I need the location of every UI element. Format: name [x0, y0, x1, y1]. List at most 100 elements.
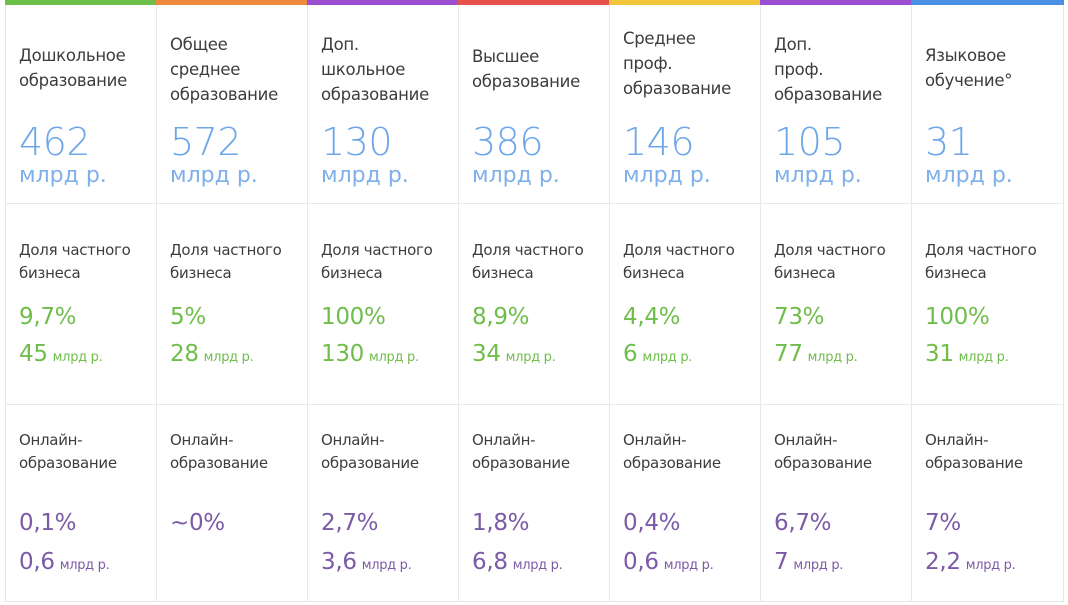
label-line: Доля частного [925, 241, 1037, 259]
label-line: Доля частного [472, 241, 584, 259]
online-amount-value: 6,8 [472, 549, 508, 575]
online-share-cell: Онлайн-образование 7% 2,2 млрд р. [912, 405, 1063, 602]
label-line: Доля частного [623, 241, 735, 259]
private-share-amount: 28 млрд р. [170, 340, 254, 372]
market-volume-value: 130 [321, 120, 393, 164]
segment-title-line: Общее [170, 35, 228, 54]
online-share-percent: 0,4% [623, 510, 681, 536]
online-amount-unit: млрд р. [361, 558, 412, 573]
online-share-amount: 0,6 млрд р. [19, 548, 110, 580]
online-share-amount: 7 млрд р. [774, 548, 843, 580]
private-share-cell: Доля частного бизнеса 73% 77 млрд р. [761, 204, 912, 405]
online-share-percent: 0,1% [19, 510, 77, 536]
private-amount-unit: млрд р. [642, 350, 693, 365]
segment-color-bar [156, 0, 308, 5]
private-share-label: Доля частного бизнеса [321, 239, 433, 284]
segment-header-cell: Дошкольное образование 462 млрд р. [5, 0, 157, 204]
private-share-amount: 6 млрд р. [623, 340, 692, 372]
online-share-label: Онлайн-образование [19, 429, 117, 474]
segment-title-line: Дошкольное [19, 46, 126, 65]
online-share-cell: Онлайн-образование 2,7% 3,6 млрд р. [308, 405, 459, 602]
segment-title-line: среднее [170, 60, 241, 79]
online-share-amount: 3,6 млрд р. [321, 548, 412, 580]
segment-title-line: Языковое [925, 46, 1006, 65]
market-volume-value: 572 [170, 120, 242, 164]
private-share-amount: 45 млрд р. [19, 340, 103, 372]
private-amount-value: 6 [623, 341, 638, 367]
online-amount-value: 7 [774, 549, 789, 575]
private-amount-unit: млрд р. [505, 350, 556, 365]
market-volume-unit: млрд р. [774, 163, 862, 188]
label-line: Онлайн- [321, 431, 385, 449]
label-line: бизнеса [623, 263, 685, 282]
private-share-percent: 100% [321, 304, 386, 330]
segment-color-bar [609, 0, 761, 5]
online-share-cell: Онлайн-образование 1,8% 6,8 млрд р. [459, 405, 610, 602]
private-share-amount: 130 млрд р. [321, 340, 419, 372]
segment-header-cell: Общее среднее образование 572 млрд р. [156, 0, 308, 204]
private-amount-value: 28 [170, 341, 199, 367]
label-line: образование [472, 453, 570, 472]
online-share-percent: 1,8% [472, 510, 530, 536]
private-share-label: Доля частного бизнеса [623, 239, 735, 284]
private-amount-value: 130 [321, 341, 364, 367]
online-amount-unit: млрд р. [965, 558, 1016, 573]
label-line: Онлайн- [623, 431, 687, 449]
market-volume-unit: млрд р. [321, 163, 409, 188]
segment-title-line: Среднее [623, 29, 696, 48]
label-line: Доля частного [321, 241, 433, 259]
private-share-cell: Доля частного бизнеса 4,4% 6 млрд р. [610, 204, 761, 405]
segment-title: Дошкольное образование [19, 43, 152, 93]
private-share-amount: 31 млрд р. [925, 340, 1009, 372]
market-volume-unit: млрд р. [623, 163, 711, 188]
market-volume-unit: млрд р. [925, 163, 1013, 188]
online-share-percent: ~0% [170, 510, 225, 536]
market-volume-value: 146 [623, 120, 695, 164]
private-share-percent: 8,9% [472, 304, 530, 330]
segment-color-bar [760, 0, 912, 5]
private-share-label: Доля частного бизнеса [472, 239, 584, 284]
private-amount-value: 45 [19, 341, 48, 367]
label-line: Онлайн- [170, 431, 234, 449]
segment-header-cell: Среднее проф. образование 146 млрд р. [609, 0, 761, 204]
label-line: Онлайн- [19, 431, 83, 449]
private-share-percent: 4,4% [623, 304, 681, 330]
private-amount-unit: млрд р. [52, 350, 103, 365]
private-amount-unit: млрд р. [958, 350, 1009, 365]
online-amount-unit: млрд р. [663, 558, 714, 573]
online-share-cell: Онлайн-образование 0,1% 0,6 млрд р. [6, 405, 157, 602]
label-line: бизнеса [19, 263, 81, 282]
segment-title: Языковое обучение° [925, 43, 1059, 93]
label-line: бизнеса [321, 263, 383, 282]
segment-header-cell: Высшее образование 386 млрд р. [458, 0, 610, 204]
private-share-cell: Доля частного бизнеса 9,7% 45 млрд р. [6, 204, 157, 405]
online-share-label: Онлайн-образование [925, 429, 1023, 474]
segment-title-line: школьное [321, 60, 406, 79]
segment-title: Общее среднее образование [170, 32, 303, 107]
private-share-amount: 77 млрд р. [774, 340, 858, 372]
label-line: бизнеса [170, 263, 232, 282]
segment-title-line: образование [472, 72, 580, 91]
private-share-label: Доля частного бизнеса [170, 239, 282, 284]
private-share-label: Доля частного бизнеса [925, 239, 1037, 284]
segment-title-line: проф. [774, 60, 824, 79]
online-amount-unit: млрд р. [512, 558, 563, 573]
online-amount-value: 0,6 [19, 549, 55, 575]
private-share-percent: 5% [170, 304, 206, 330]
online-share-amount: 0,6 млрд р. [623, 548, 714, 580]
label-line: бизнеса [925, 263, 987, 282]
market-volume-unit: млрд р. [472, 163, 560, 188]
online-share-amount: 6,8 млрд р. [472, 548, 563, 580]
label-line: Онлайн- [925, 431, 989, 449]
market-volume-value: 386 [472, 120, 544, 164]
segment-title-line: образование [774, 85, 882, 104]
private-share-percent: 9,7% [19, 304, 77, 330]
online-share-cell: Онлайн-образование 6,7% 7 млрд р. [761, 405, 912, 602]
online-amount-unit: млрд р. [793, 558, 844, 573]
online-share-amount: 2,2 млрд р. [925, 548, 1016, 580]
private-share-label: Доля частного бизнеса [774, 239, 886, 284]
online-share-percent: 7% [925, 510, 961, 536]
online-share-label: Онлайн-образование [170, 429, 268, 474]
online-share-cell: Онлайн-образование ~0% [157, 405, 308, 602]
label-line: образование [925, 453, 1023, 472]
